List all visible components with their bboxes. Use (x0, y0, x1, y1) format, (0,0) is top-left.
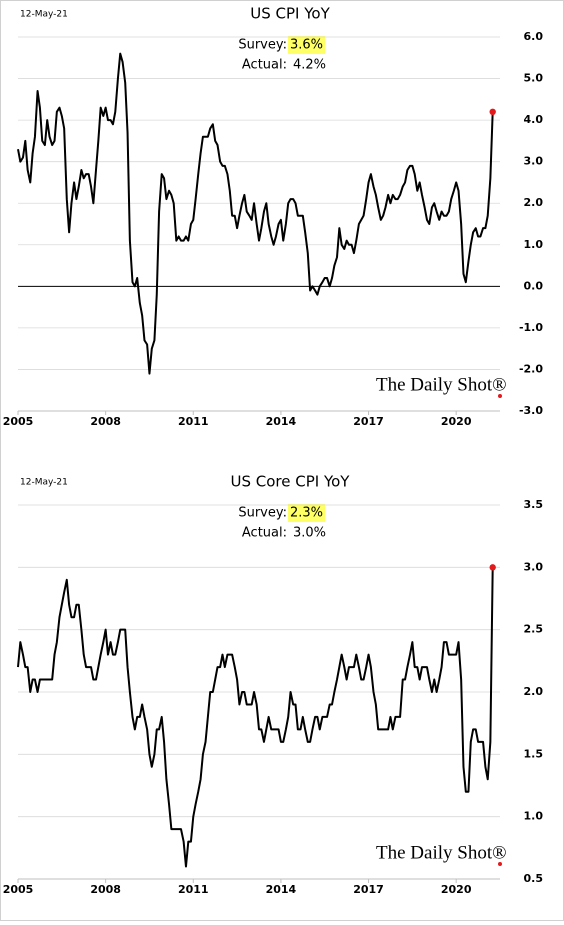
y-tick-label: 2.0 (524, 685, 544, 698)
y-tick-label: 3.0 (524, 560, 544, 573)
y-tick-label: 6.0 (524, 30, 544, 43)
y-tick-label: 3.0 (524, 155, 544, 168)
y-tick-label: 0.5 (524, 872, 544, 885)
y-tick-label: -2.0 (519, 362, 543, 375)
y-tick-label: 4.0 (524, 113, 544, 126)
actual-value: 4.2% (293, 58, 326, 73)
watermark: The Daily Shot® (376, 374, 507, 395)
y-tick-label: 0.0 (524, 279, 544, 292)
x-tick-label: 2005 (3, 415, 34, 428)
watermark-dot (498, 394, 502, 398)
survey-label: Survey: (238, 38, 287, 53)
x-tick-label: 2020 (441, 883, 472, 896)
x-tick-label: 2014 (266, 883, 297, 896)
y-tick-label: 2.5 (524, 623, 544, 636)
x-tick-label: 2020 (441, 415, 472, 428)
y-tick-label: -1.0 (519, 321, 543, 334)
x-tick-label: 2008 (90, 883, 121, 896)
y-tick-label: 1.0 (524, 238, 544, 251)
actual-value: 3.0% (293, 526, 326, 541)
end-marker (489, 564, 496, 571)
survey-label: Survey: (238, 506, 287, 521)
y-tick-label: -3.0 (519, 404, 543, 417)
end-marker (489, 108, 496, 116)
x-tick-label: 2017 (353, 415, 384, 428)
x-tick-label: 2011 (178, 883, 209, 896)
y-tick-label: 5.0 (524, 72, 544, 85)
x-tick-label: 2005 (3, 883, 34, 896)
actual-label: Actual: (242, 526, 287, 541)
highlight (288, 504, 326, 522)
x-tick-label: 2008 (90, 415, 121, 428)
y-tick-label: 3.5 (524, 498, 544, 511)
date-label: 12-May-21 (20, 478, 68, 488)
panel: 12-May-21 US Core CPI YoY Survey: 2.3%Actua… (3, 473, 544, 897)
chart-title: US CPI YoY (250, 5, 330, 23)
y-tick-label: 1.5 (524, 747, 544, 760)
y-tick-label: 1.0 (524, 810, 544, 823)
chart-title: US Core CPI YoY (231, 473, 351, 491)
x-tick-label: 2011 (178, 415, 209, 428)
data-line (17, 52, 494, 375)
watermark-dot (498, 862, 502, 866)
survey-value: 3.6% (290, 38, 323, 53)
x-tick-label: 2014 (266, 415, 297, 428)
data-line (17, 567, 494, 868)
actual-label: Actual: (242, 58, 287, 73)
watermark: The Daily Shot® (376, 842, 507, 863)
highlight (288, 36, 326, 54)
panel: 12-May-21 US CPI YoY Survey: 3.6%Actual: 4.2… (3, 5, 544, 429)
x-tick-label: 2017 (353, 883, 384, 896)
y-tick-label: 2.0 (524, 196, 544, 209)
date-label: 12-May-21 (20, 10, 68, 20)
survey-value: 2.3% (290, 506, 323, 521)
